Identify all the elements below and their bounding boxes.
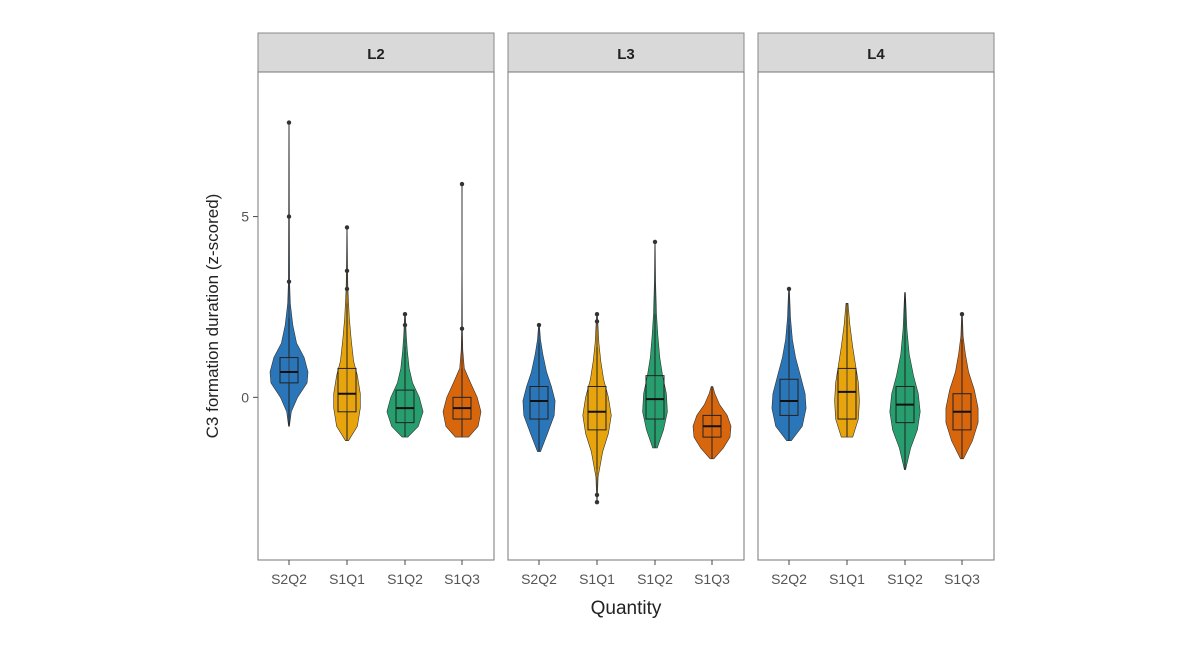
outlier-point [344,268,350,274]
violin-group-s1q3 [442,181,482,438]
y-axis-label: C3 formation duration (z-scored) [203,194,222,439]
panel-frame [507,71,745,561]
outlier-point [459,181,465,187]
facet-strip [257,32,495,73]
outlier-point [594,492,600,498]
facet-panel-l3: L3 S2Q2 S1Q1 S1Q2 S1Q3 [507,32,745,587]
outlier-point [402,311,408,317]
outlier-point [402,322,408,328]
x-tick-label: S1Q2 [887,571,923,587]
violin-group-s1q3 [692,386,732,460]
y-axis: 05 [241,209,258,405]
violin-group-s1q1 [333,225,361,442]
outlier-point [594,311,600,317]
y-tick-label: 5 [241,209,249,225]
x-tick-label: S2Q2 [771,571,807,587]
x-tick-label: S2Q2 [271,571,307,587]
outlier-point [959,311,965,317]
violin-group-s2q2 [269,120,309,427]
x-tick-label: S1Q1 [329,571,365,587]
facet-strip [757,32,995,73]
y-tick-label: 0 [241,389,249,405]
facet-strip-label: L3 [617,46,635,63]
x-tick-label: S2Q2 [521,571,557,587]
facet-panel-l4: L4 S2Q2 S1Q1 S1Q2 S1Q3 [757,32,995,587]
outlier-point [652,239,658,245]
outlier-point [536,322,542,328]
outlier-point [286,279,292,284]
outlier-point [786,286,792,292]
facet-panel-l2: L2 S2Q2 S1Q1 S1Q2 S1Q3 [257,32,495,587]
outlier-point [459,326,465,331]
outlier-point [594,499,600,505]
facet-strip-label: L4 [867,46,885,63]
facet-strip [507,32,745,73]
violin-group-s1q3 [945,311,979,460]
outlier-point [286,120,292,125]
facet-panels: L2 S2Q2 S1Q1 S1Q2 S1Q3 L3 S2Q2 S1Q1 S1Q2 S1Q3 L4 S2… [257,32,995,587]
violin-group-s1q1 [582,311,612,505]
x-tick-label: S1Q2 [387,571,423,587]
outlier-point [286,214,292,219]
x-axis-label: Quantity [591,598,662,619]
violin-group-s1q1 [834,302,860,438]
outlier-point [344,225,350,230]
x-tick-label: S1Q3 [944,571,980,587]
x-tick-label: S1Q1 [829,571,865,587]
outlier-point [344,286,350,292]
violin-group-s1q2 [386,311,424,438]
violin-group-s2q2 [771,286,807,442]
violin-group-s1q2 [889,292,921,470]
x-tick-label: S1Q3 [694,571,730,587]
x-tick-label: S1Q2 [637,571,673,587]
panel-frame [257,71,495,561]
x-tick-label: S1Q3 [444,571,480,587]
violin-group-s1q2 [642,239,668,449]
facet-strip-label: L2 [367,46,385,63]
outlier-point [594,319,600,324]
violin-group-s2q2 [522,322,556,452]
panel-frame [757,71,995,561]
x-tick-label: S1Q1 [579,571,615,587]
